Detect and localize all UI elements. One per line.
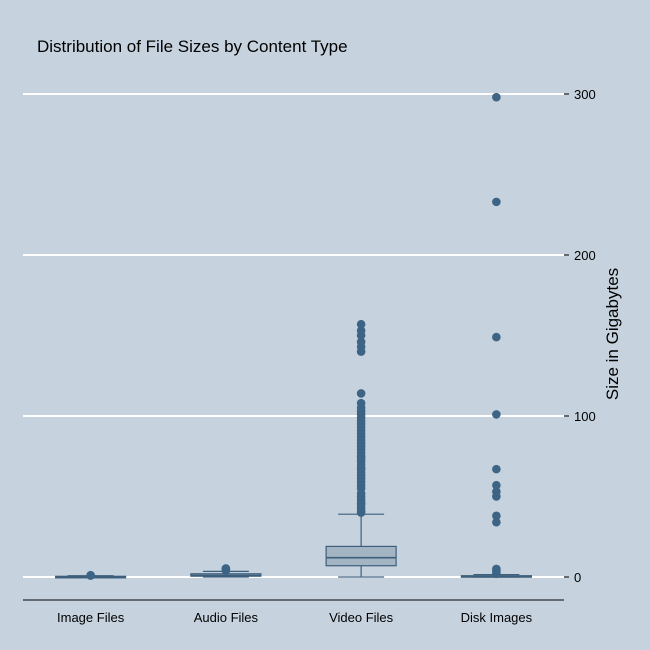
box-group [460, 92, 532, 579]
outlier-point [356, 337, 366, 347]
outlier-point [492, 480, 501, 490]
outlier-point [492, 487, 501, 496]
outlier-point [492, 410, 501, 419]
box-group [190, 564, 262, 578]
y-tick-label: 300 [574, 87, 596, 102]
chart-title: Distribution of File Sizes by Content Ty… [37, 37, 348, 56]
outlier-point [356, 398, 366, 408]
outlier-point [492, 511, 501, 521]
y-tick-label: 0 [574, 570, 581, 585]
axes: 0 100 200 300 Image Files Audio Files Video Fi… [23, 87, 596, 625]
outlier-point [356, 319, 366, 329]
outlier-point [356, 326, 366, 335]
outlier-point [492, 564, 501, 574]
y-tick-label: 200 [574, 248, 596, 263]
outlier-point [492, 517, 501, 527]
box-iqr [325, 545, 397, 567]
outlier-point [356, 389, 366, 398]
box-group [55, 570, 127, 580]
outlier-point [492, 92, 501, 102]
outlier-point [221, 564, 231, 573]
outlier-point [86, 570, 95, 580]
x-tick-label: Video Files [329, 610, 394, 625]
outlier-point [492, 464, 501, 474]
y-tick-label: 100 [574, 409, 596, 424]
box-group [325, 319, 397, 578]
plot-area [55, 92, 532, 580]
y-axis-title: Size in Gigabytes [603, 268, 622, 400]
x-tick-label: Disk Images [461, 610, 533, 625]
outlier-point [492, 332, 501, 342]
x-tick-label: Audio Files [194, 610, 259, 625]
x-tick-label: Image Files [57, 610, 125, 625]
outlier-point [492, 197, 501, 207]
